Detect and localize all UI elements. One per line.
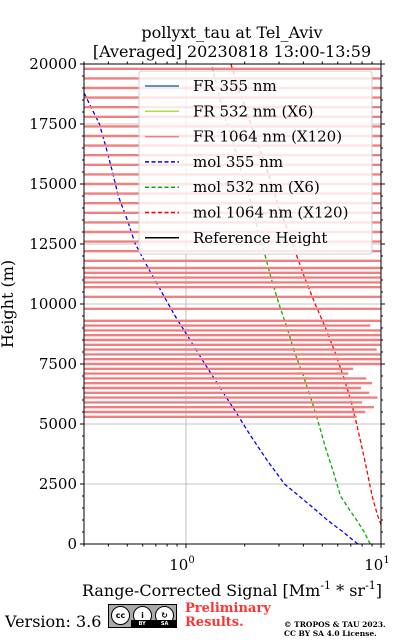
x-axis-label: Range-Corrected Signal [Mm-1 * sr-1]: [82, 579, 382, 600]
legend-label: FR 1064 nm (X120): [193, 128, 342, 146]
copyright-notice: © TROPOS & TAU 2023. CC BY SA 4.0 Licens…: [284, 620, 386, 638]
chart-subtitle: [Averaged] 20230818 13:00-13:59: [93, 42, 371, 61]
y-tick-label: 12500: [29, 235, 77, 253]
cc-by-label: BY: [138, 620, 146, 627]
chart-title: pollyxt_tau at Tel_Aviv: [141, 23, 322, 42]
legend-box: [138, 70, 373, 255]
legend-label: FR 532 nm (X6): [193, 102, 313, 120]
y-tick-label: 15000: [29, 175, 77, 193]
cc-sa-label: SA: [160, 620, 169, 627]
y-tick-label: 7500: [39, 355, 77, 373]
legend-label: FR 355 nm: [193, 77, 277, 95]
y-tick-label: 5000: [39, 415, 77, 433]
y-axis-label: Height (m): [0, 260, 17, 348]
series-line-mol-355-nm: [84, 92, 359, 544]
preliminary-line-1: Preliminary: [185, 601, 271, 616]
copyright-line-2: CC BY SA 4.0 License.: [284, 629, 377, 638]
version-label: Version: 3.6: [5, 612, 102, 631]
preliminary-notice: Preliminary Results.: [185, 602, 271, 630]
legend-label: mol 1064 nm (X120): [193, 204, 348, 222]
legend-label: Reference Height: [193, 229, 327, 247]
y-tick-label: 2500: [39, 475, 77, 493]
x-tick-label: 100: [169, 555, 194, 574]
axis-ticks: 0 2500 5000 7500 10000 12500 15000 17500 20000 10…: [29, 55, 389, 574]
y-tick-label: 10000: [29, 295, 77, 313]
legend-label: mol 355 nm: [193, 153, 283, 171]
series-line-mol-1064-nm-x120-: [230, 64, 381, 526]
legend: FR 355 nm FR 532 nm (X6) FR 1064 nm (X120)…: [138, 70, 373, 255]
y-tick-label: 0: [67, 535, 77, 553]
cc-icon: cc: [111, 606, 130, 625]
copyright-line-1: © TROPOS & TAU 2023.: [284, 620, 386, 629]
x-tick-label: 101: [364, 555, 389, 574]
legend-label: mol 532 nm (X6): [193, 178, 320, 196]
cc-strip: BY SA: [131, 620, 176, 627]
preliminary-line-2: Results.: [185, 615, 244, 630]
cc-license-badge[interactable]: cc i ↻ BY SA: [108, 604, 177, 628]
y-tick-label: 17500: [29, 115, 77, 133]
y-tick-label: 20000: [29, 55, 77, 73]
